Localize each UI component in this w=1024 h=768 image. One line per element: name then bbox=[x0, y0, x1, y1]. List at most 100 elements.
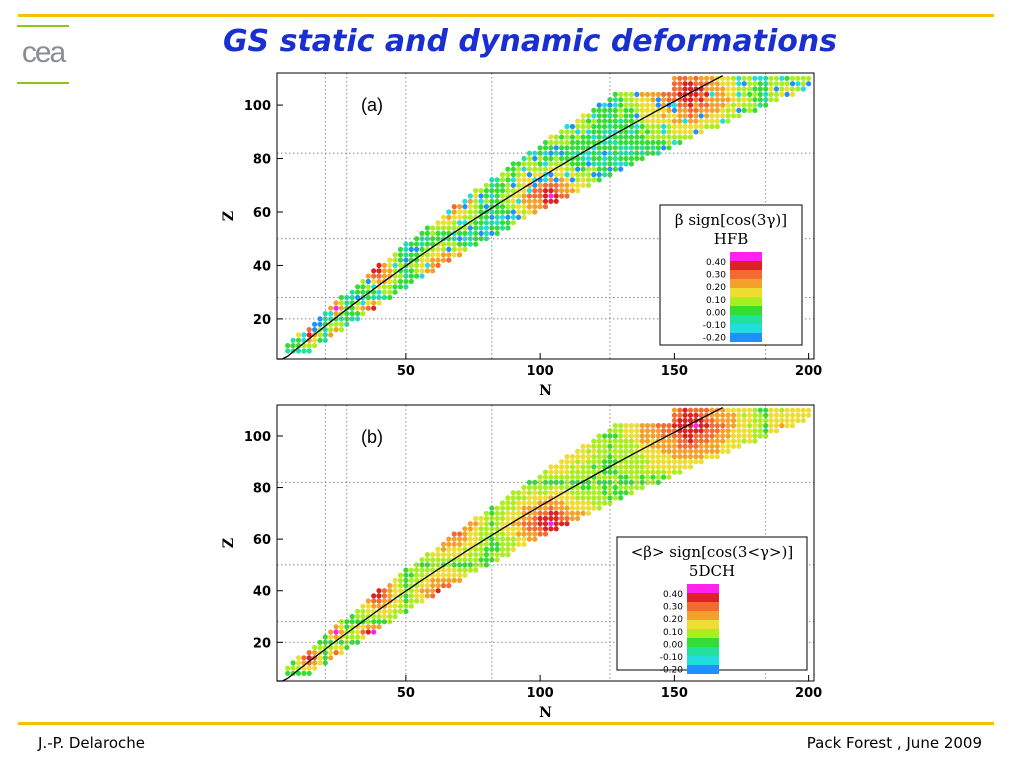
nuclide-dot bbox=[387, 273, 393, 279]
nuclide-dot bbox=[532, 500, 538, 506]
nuclide-dot bbox=[365, 273, 371, 279]
nuclide-dot bbox=[553, 526, 559, 532]
slide-title: GS static and dynamic deformations bbox=[222, 24, 838, 59]
nuclide-dot bbox=[381, 289, 387, 295]
nuclide-dot bbox=[655, 118, 661, 124]
nuclide-dot bbox=[730, 91, 737, 97]
nuclide-dot bbox=[709, 454, 715, 460]
nuclide-dot bbox=[365, 294, 371, 301]
nuclide-dot bbox=[773, 428, 780, 434]
nuclide-dot bbox=[430, 230, 436, 236]
nuclide-dot bbox=[575, 464, 581, 470]
nuclide-dot bbox=[451, 531, 457, 537]
nuclide-dot bbox=[639, 428, 645, 434]
nuclide-dot bbox=[575, 161, 581, 167]
nuclide-dot bbox=[596, 102, 602, 108]
nuclide-dot bbox=[661, 438, 667, 444]
nuclide-dot bbox=[355, 305, 361, 311]
nuclide-dot bbox=[639, 469, 645, 475]
nuclide-dot bbox=[650, 91, 656, 97]
nuclide-dot bbox=[451, 567, 457, 573]
nuclide-dot bbox=[510, 546, 516, 553]
nuclide-dot bbox=[521, 155, 527, 162]
nuclide-dot bbox=[462, 236, 468, 242]
nuclide-dot bbox=[714, 91, 720, 97]
nuclide-dot bbox=[553, 188, 559, 194]
nuclide-dot bbox=[687, 97, 694, 103]
x-axis-label: N bbox=[539, 383, 552, 399]
cea-logo: cea bbox=[14, 22, 72, 88]
nuclide-dot bbox=[473, 515, 479, 522]
nuclide-dot bbox=[553, 515, 559, 522]
nuclide-dot bbox=[639, 129, 645, 135]
nuclide-dot bbox=[344, 321, 350, 327]
nuclide-dot bbox=[591, 134, 597, 140]
nuclide-dot bbox=[355, 634, 361, 640]
nuclide-dot bbox=[306, 332, 312, 338]
nuclide-dot bbox=[671, 81, 678, 87]
nuclide-dot bbox=[580, 490, 586, 496]
nuclide-dot bbox=[768, 423, 774, 429]
nuclide-dot bbox=[666, 113, 672, 119]
nuclide-dot bbox=[553, 490, 559, 496]
nuclide-dot bbox=[795, 86, 801, 92]
nuclide-dot bbox=[462, 198, 468, 204]
nuclide-dot bbox=[618, 161, 624, 167]
nuclide-dot bbox=[698, 454, 704, 460]
nuclide-dot bbox=[419, 246, 425, 252]
nuclide-dot bbox=[483, 552, 489, 558]
nuclide-dot bbox=[494, 198, 500, 204]
legend-tick-label: -0.20 bbox=[660, 666, 684, 676]
nuclide-dot bbox=[741, 428, 747, 434]
nuclide-dot bbox=[666, 139, 672, 146]
nuclide-dot bbox=[704, 443, 710, 449]
nuclide-dot bbox=[494, 209, 500, 215]
legend-tick-label: -0.10 bbox=[660, 653, 684, 663]
nuclide-dot bbox=[349, 289, 355, 295]
nuclide-dot bbox=[628, 118, 635, 124]
nuclide-dot bbox=[666, 423, 672, 429]
nuclide-dot bbox=[747, 412, 753, 418]
nuclide-dot bbox=[483, 214, 489, 220]
nuclide-dot bbox=[462, 204, 468, 210]
nuclide-dot bbox=[333, 650, 339, 656]
nuclide-dot bbox=[532, 209, 538, 215]
nuclide-dot bbox=[714, 423, 720, 429]
nuclide-dot bbox=[371, 268, 377, 274]
nuclide-dot bbox=[408, 252, 414, 258]
nuclide-dot bbox=[800, 407, 806, 413]
nuclide-dot bbox=[704, 438, 710, 444]
nuclide-dot bbox=[682, 407, 688, 413]
nuclide-dot bbox=[655, 474, 661, 480]
nuclide-dot bbox=[585, 490, 592, 496]
nuclide-dot bbox=[569, 500, 576, 506]
nuclide-dot bbox=[564, 134, 570, 140]
nuclide-dot bbox=[714, 86, 720, 92]
nuclide-dot bbox=[435, 262, 441, 268]
nuclide-dot bbox=[548, 193, 554, 199]
nuclide-dot bbox=[548, 182, 554, 188]
nuclide-dot bbox=[677, 423, 683, 429]
nuclide-dot bbox=[467, 241, 473, 247]
nuclide-dot bbox=[575, 139, 581, 146]
nuclide-dot bbox=[559, 145, 565, 151]
nuclide-dot bbox=[580, 484, 586, 491]
nuclide-dot bbox=[457, 241, 463, 247]
nuclide-dot bbox=[306, 650, 312, 656]
nuclide-dot bbox=[392, 257, 398, 263]
nuclide-dot bbox=[333, 639, 339, 645]
nuclide-dot bbox=[371, 305, 377, 311]
nuclide-dot bbox=[467, 225, 473, 231]
nuclide-dot bbox=[494, 505, 500, 511]
nuclide-dot bbox=[607, 129, 613, 135]
nuclide-dot bbox=[328, 655, 334, 661]
nuclide-dot bbox=[730, 102, 737, 108]
nuclide-dot bbox=[349, 619, 355, 625]
x-tick-label: 50 bbox=[397, 686, 415, 701]
nuclide-dot bbox=[457, 557, 463, 563]
nuclide-dot bbox=[516, 490, 522, 496]
nuclide-dot bbox=[628, 423, 635, 429]
nuclide-dot bbox=[596, 118, 602, 124]
nuclide-dot bbox=[419, 241, 425, 247]
nuclide-dot bbox=[795, 407, 801, 413]
